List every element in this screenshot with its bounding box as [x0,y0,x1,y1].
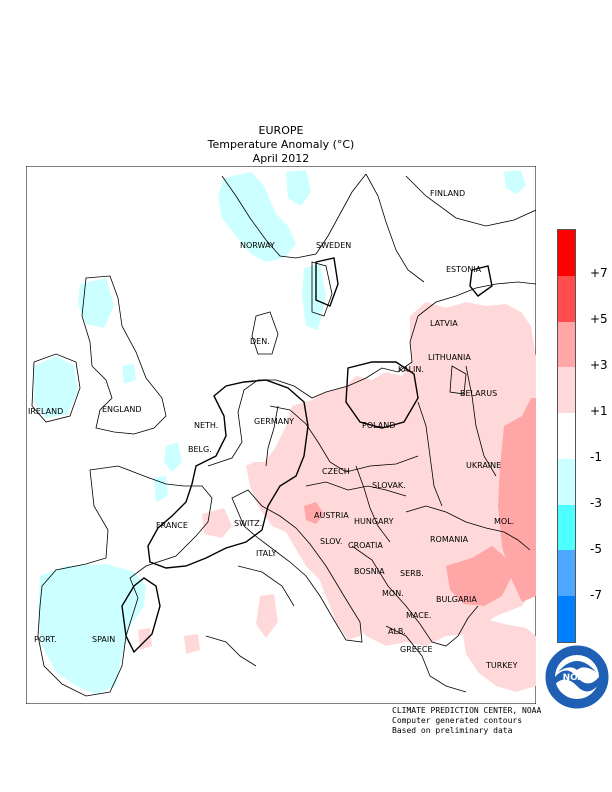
label-serb: SERB. [400,569,424,578]
legend-swatch [558,458,575,505]
contour-lines [121,257,493,654]
legend-tick: -7 [590,588,602,602]
legend-swatch [558,367,575,414]
label-latvia: LATVIA [430,319,458,328]
country-labels: FINLAND NORWAY SWEDEN ESTONIA LATVIA LIT… [28,189,518,670]
label-norway: NORWAY [240,241,275,250]
label-germany: GERMANY [254,417,294,426]
legend-swatch [558,230,575,276]
label-alb: ALB. [388,627,406,636]
label-sweden: SWEDEN [316,241,351,250]
label-romania: ROMANIA [430,535,469,544]
map-subtitle: Temperature Anomaly (°C) [207,138,355,151]
legend-swatch [558,550,575,597]
map-date: April 2012 [252,152,310,165]
label-italy: ITALY [256,549,276,558]
legend-swatch [558,413,575,459]
label-poland: POLAND [362,421,395,430]
credit-line-2: Computer generated contours [392,716,523,725]
label-belg: BELG. [188,445,212,454]
legend-swatch [558,321,575,368]
legend-tick: -5 [590,542,602,556]
label-austria: AUSTRIA [314,511,349,520]
label-slovak: SLOVAK. [372,481,406,490]
label-belarus: BELARUS [460,389,497,398]
label-mon: MON. [382,589,404,598]
legend-swatch [558,275,575,322]
label-lithuania: LITHUANIA [428,353,471,362]
label-greece: GREECE [400,645,433,654]
label-mace: MACE. [406,611,431,620]
legend-tick: -1 [590,450,602,464]
label-slov: SLOV. [320,537,342,546]
legend-tick: +1 [590,404,608,418]
coastlines-and-borders [31,173,536,697]
anomaly-map: FINLAND NORWAY SWEDEN ESTONIA LATVIA LIT… [26,166,536,704]
label-neth: NETH. [194,421,218,430]
legend-tick: -3 [590,496,602,510]
label-czech: CZECH [322,467,350,476]
credit-line-1: CLIMATE PREDICTION CENTER, NOAA [392,706,542,715]
strong-warm-areas [304,398,536,606]
label-hungary: HUNGARY [354,517,394,526]
noaa-logo-icon: NOAA [544,644,610,710]
label-england: ENGLAND [102,405,142,414]
label-ukraine: UKRAINE [466,461,501,470]
logo-text: NOAA [563,673,592,683]
legend-swatch [558,596,575,642]
color-legend [557,229,576,643]
label-port: PORT. [34,635,57,644]
label-france: FRANCE [156,521,188,530]
label-mol: MOL. [494,517,514,526]
label-finland: FINLAND [430,189,465,198]
label-bulgaria: BULGARIA [436,595,477,604]
legend-tick: +5 [590,312,608,326]
label-croatia: CROATIA [348,541,383,550]
label-kalin: KALIN. [398,365,424,374]
label-spain: SPAIN [92,635,115,644]
label-turkey: TURKEY [485,661,518,670]
label-switz: SWITZ. [234,519,262,528]
label-ireland: IRELAND [28,407,63,416]
legend-tick: +3 [590,358,608,372]
credit-line-3: Based on preliminary data [392,726,513,735]
legend-swatch [558,504,575,551]
warm-anomaly-areas [138,302,536,692]
cold-anomaly-areas [34,170,526,694]
legend-tick: +7 [590,266,608,280]
map-title: EUROPE [258,124,304,137]
label-estonia: ESTONIA [446,265,482,274]
label-bosnia: BOSNIA [354,567,385,576]
label-den: DEN. [250,337,270,346]
